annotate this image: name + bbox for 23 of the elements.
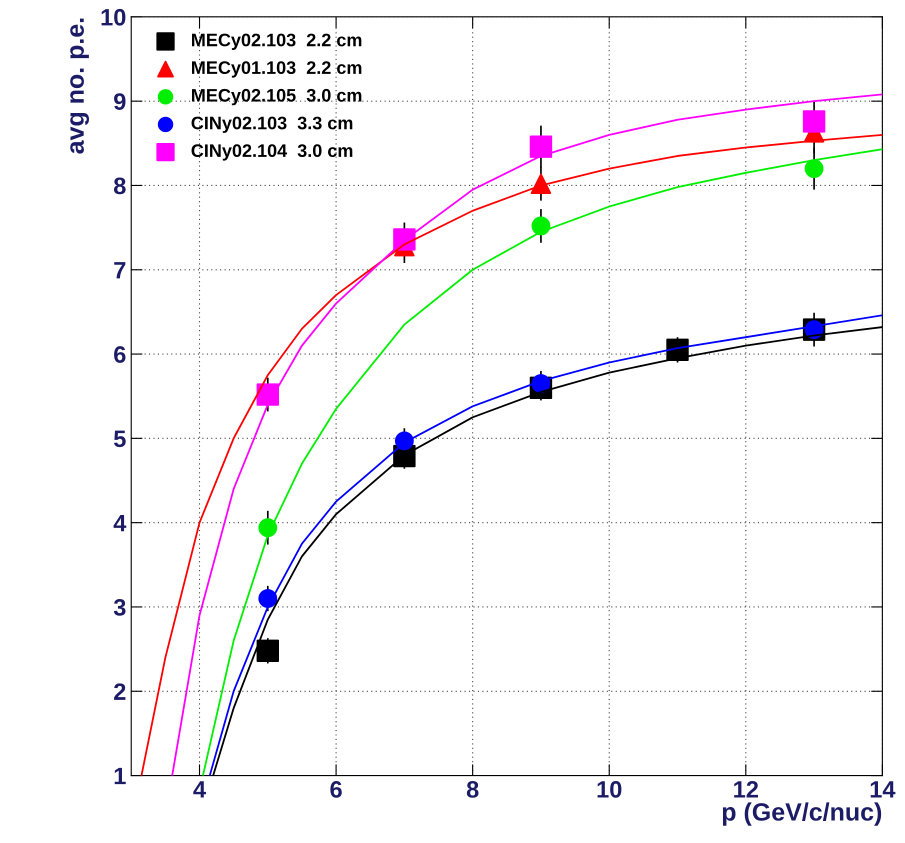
legend-label: MECy02.105 3.0 cm <box>192 88 362 106</box>
x-tick-label: 14 <box>870 781 896 798</box>
y-axis-title: avg no. p.e. <box>70 18 89 154</box>
x-tick-label: 8 <box>466 781 478 798</box>
y-tick-label: 8 <box>114 178 126 194</box>
y-tick-label: 4 <box>114 514 126 532</box>
y-tick-label: 2 <box>114 683 126 700</box>
y-tick-label: 9 <box>114 93 126 110</box>
x-axis-title: p (GeV/c/nuc) <box>722 802 882 826</box>
y-tick-label: 6 <box>114 346 126 363</box>
y-tick-label: 1 <box>114 768 126 784</box>
legend-label: CINy02.104 3.0 cm <box>192 144 352 161</box>
x-tick-label: 6 <box>330 781 342 798</box>
y-tick-label: 5 <box>114 430 126 448</box>
legend-label: CINy02.103 3.3 cm <box>192 116 352 133</box>
legend-label: MECy01.103 2.2 cm <box>192 61 362 78</box>
legend-label: MECy02.103 2.2 cm <box>192 34 362 50</box>
y-tick-label: 7 <box>114 262 126 278</box>
y-tick-label: 10 <box>102 8 126 26</box>
x-tick-label: 10 <box>598 781 622 798</box>
y-tick-label: 3 <box>114 599 126 616</box>
x-tick-label: 12 <box>734 781 758 798</box>
x-tick-label: 4 <box>193 781 206 798</box>
